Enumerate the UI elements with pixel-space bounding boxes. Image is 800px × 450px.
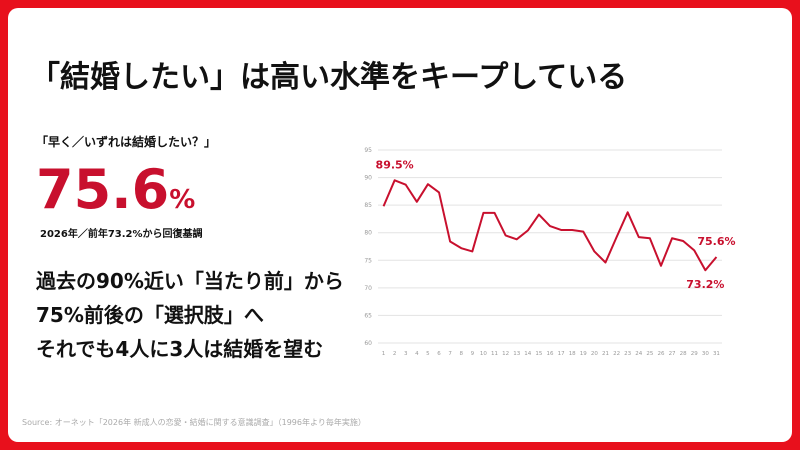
headline-value: 75.6 [36,158,170,221]
y-tick-label: 90 [364,175,372,182]
value-label: 73.2% [686,278,724,291]
x-tick-label: 20 [591,351,598,357]
x-tick-label: 24 [635,351,642,357]
x-tick-label: 13 [513,351,520,357]
question: 「早く／いずれは結婚したい？」 [36,135,217,149]
y-tick-label: 70 [364,285,372,292]
x-tick-label: 10 [480,351,487,357]
value-label: 89.5% [376,158,414,171]
value-label: 75.6% [697,235,735,248]
y-tick-label: 60 [364,340,372,347]
x-tick-label: 11 [491,351,498,357]
x-tick-label: 25 [646,351,653,357]
body-line: 過去の90%近い「当たり前」から [36,269,344,293]
x-tick-label: 28 [680,351,687,357]
slide-panel [8,8,792,442]
x-tick-label: 16 [547,351,554,357]
y-tick-label: 80 [364,230,372,237]
headline-note: 2026年／前年73.2%から回復基調 [40,229,203,240]
data-line [382,179,718,272]
x-tick-label: 12 [502,351,509,357]
headline-unit: % [169,185,196,215]
x-tick-label: 1 [382,351,386,357]
x-tick-label: 7 [448,351,452,357]
x-tick-label: 5 [426,351,430,357]
y-tick-label: 75 [364,257,372,264]
x-tick-label: 17 [558,351,565,357]
x-tick-label: 21 [602,351,609,357]
x-tick-label: 19 [580,351,587,357]
body-line: それでも4人に3人は結婚を望む [36,337,324,361]
x-tick-label: 9 [471,351,475,357]
y-tick-label: 65 [364,312,372,319]
x-tick-label: 23 [624,351,631,357]
x-tick-label: 26 [657,351,664,357]
x-tick-label: 31 [713,351,720,357]
x-tick-label: 14 [524,351,531,357]
y-tick-label: 85 [364,202,372,209]
x-tick-label: 18 [569,351,576,357]
headline: 75.6% [36,160,195,230]
body-line: 75%前後の「選択肢」へ [36,303,264,327]
x-tick-label: 22 [613,351,620,357]
x-tick-label: 6 [437,351,441,357]
x-tick-label: 27 [669,351,676,357]
x-tick-label: 4 [415,351,419,357]
source: Source: オーネット「2026年 新成人の恋愛・結婚に関する意識調査」（1… [22,418,366,427]
x-tick-label: 15 [535,351,542,357]
title: 「結婚したい」は高い水準をキープしている [30,60,628,95]
x-tick-label: 2 [393,351,397,357]
x-tick-label: 3 [404,351,408,357]
x-tick-label: 8 [459,351,463,357]
y-tick-label: 95 [364,147,372,154]
x-tick-label: 29 [691,351,698,357]
x-tick-label: 30 [702,351,709,357]
